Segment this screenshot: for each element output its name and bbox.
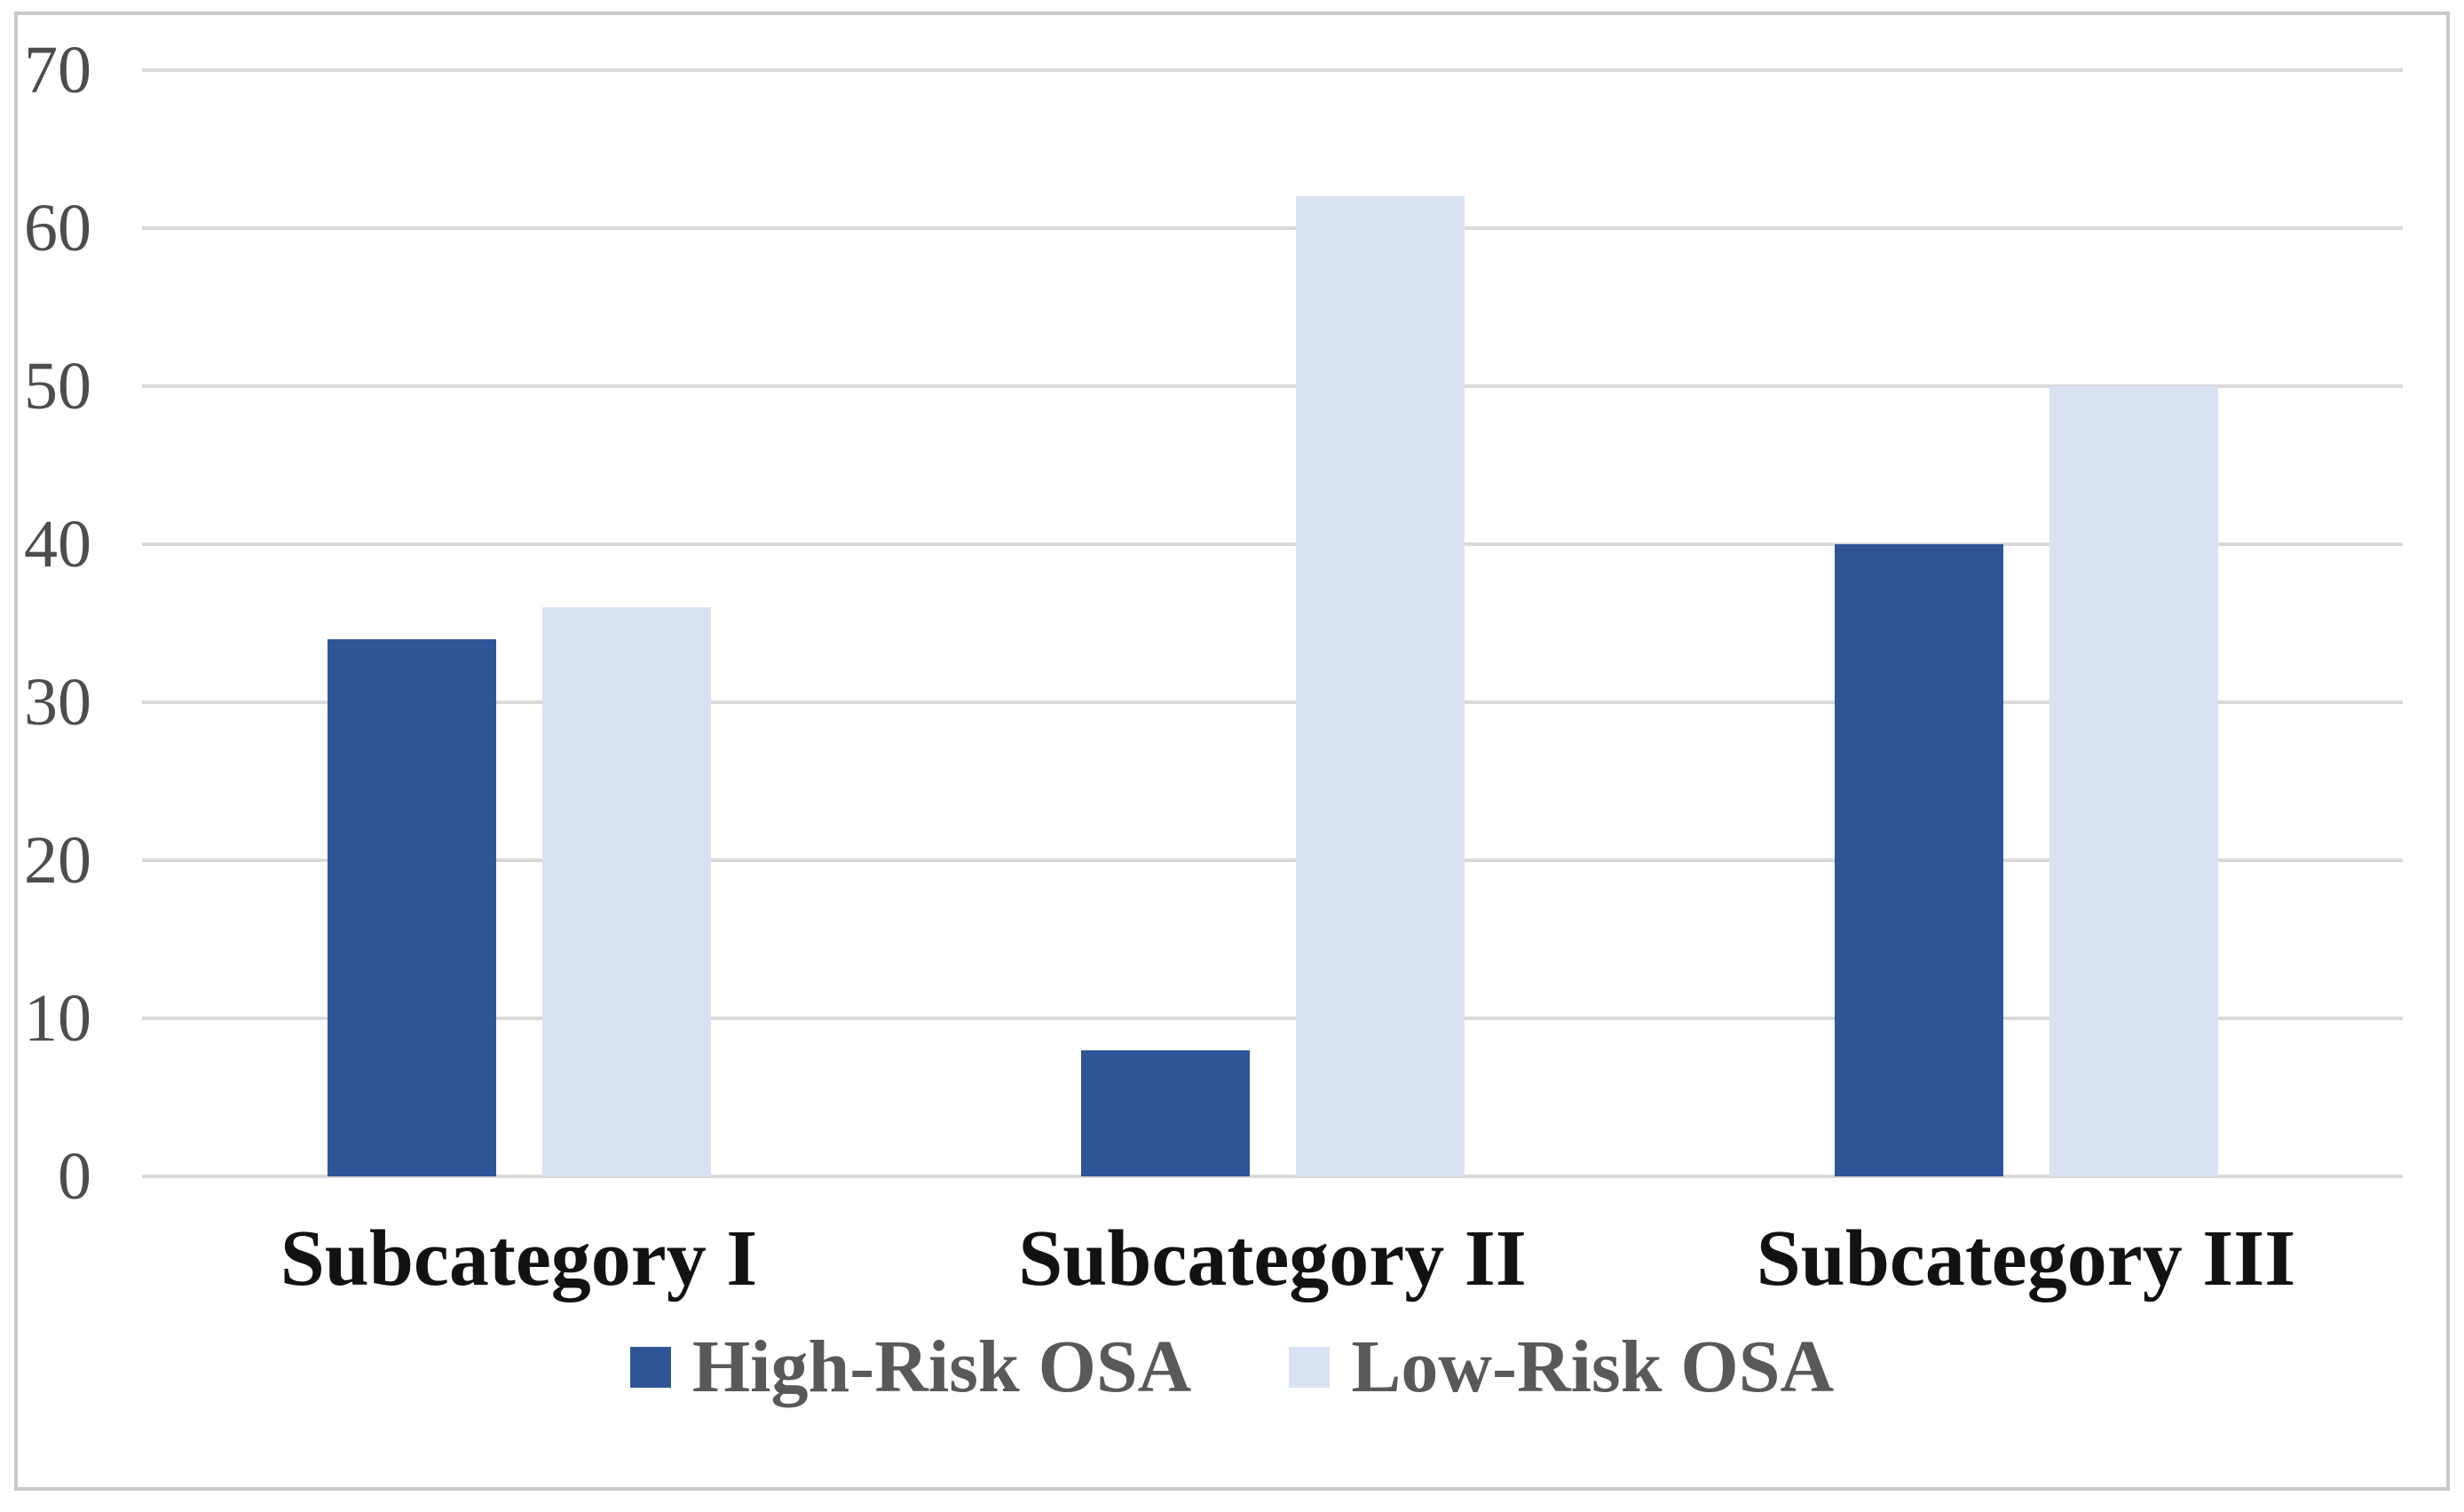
legend-swatch-high-risk [629, 1347, 671, 1388]
legend-label-high-risk: High-Risk OSA [691, 1326, 1192, 1408]
ytick-label-10: 10 [24, 981, 91, 1056]
ytick-label-40: 40 [24, 507, 91, 582]
bar [541, 607, 711, 1176]
gridline-y50 [142, 384, 2403, 388]
ytick-label-30: 30 [24, 665, 91, 740]
bar [1834, 544, 2003, 1176]
ytick-label-0: 0 [58, 1139, 91, 1214]
legend-swatch-low-risk [1289, 1347, 1331, 1388]
category-label-2: Subcategory II [1018, 1215, 1527, 1302]
gridline-y70 [142, 68, 2403, 72]
gridline-y40 [142, 542, 2403, 546]
gridline-y20 [142, 859, 2403, 862]
gridline-y30 [142, 701, 2403, 704]
ytick-label-70: 70 [24, 33, 91, 107]
gridline-y10 [142, 1017, 2403, 1020]
category-label-3: Subcategory III [1756, 1215, 2296, 1302]
gridline-y0 [142, 1175, 2403, 1178]
bar [2049, 386, 2218, 1176]
bar [1080, 1049, 1250, 1176]
category-label-1: Subcategory I [280, 1215, 758, 1302]
bar [327, 638, 496, 1176]
bar [1295, 196, 1465, 1176]
ytick-label-50: 50 [24, 349, 91, 424]
ytick-label-20: 20 [24, 823, 91, 898]
legend-item-low-risk: Low-Risk OSA [1289, 1326, 1834, 1408]
legend-item-high-risk: High-Risk OSA [629, 1326, 1192, 1408]
ytick-label-60: 60 [24, 191, 91, 265]
legend-label-low-risk: Low-Risk OSA [1351, 1326, 1835, 1408]
gridline-y60 [142, 226, 2403, 230]
legend: High-Risk OSA Low-Risk OSA [0, 1326, 2464, 1408]
